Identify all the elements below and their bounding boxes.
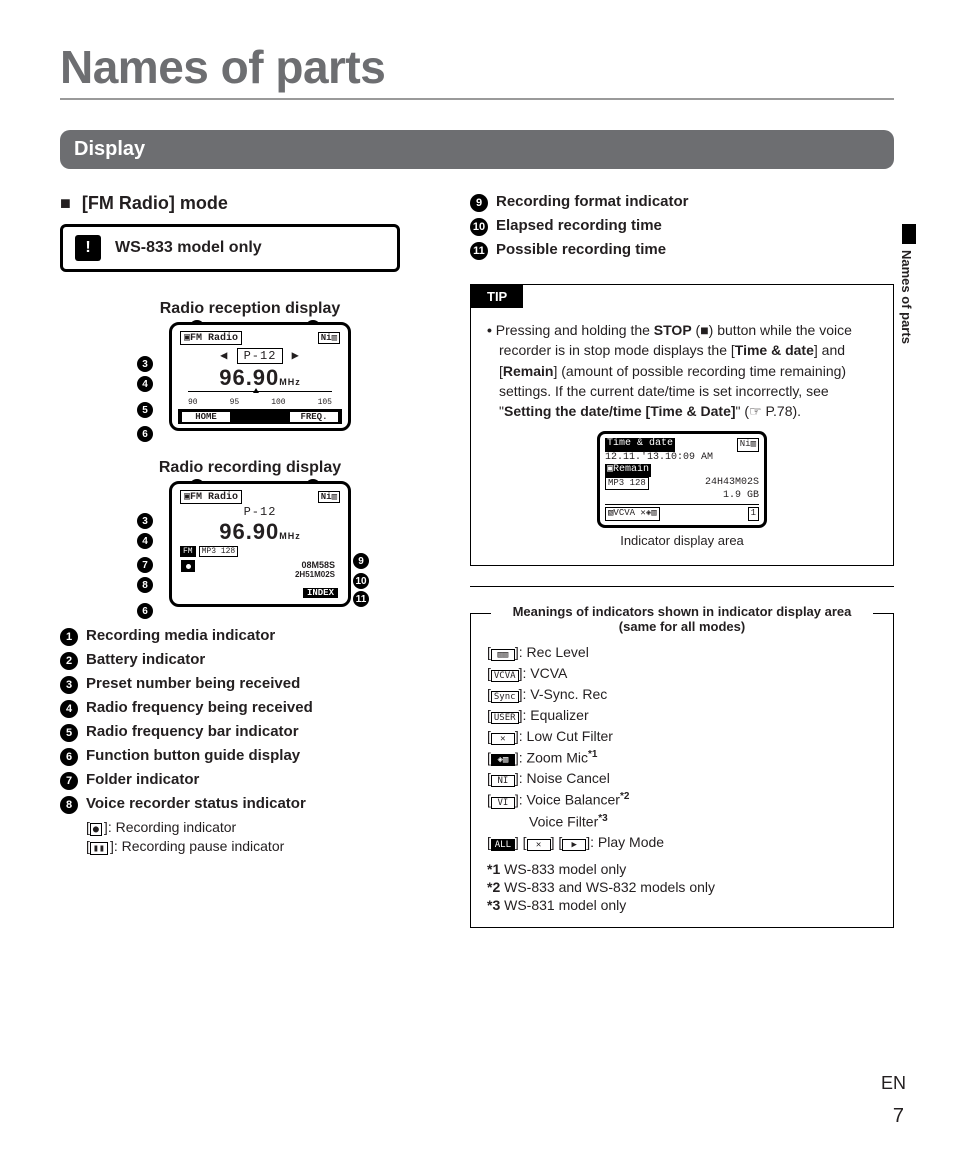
recording-heading: Radio recording display	[60, 459, 440, 477]
callout-4: 4	[137, 376, 153, 392]
legend-item: 5Radio frequency bar indicator	[60, 723, 440, 742]
lcd-function-buttons: HOME FREQ.	[178, 409, 342, 424]
page-title: Names of parts	[60, 40, 894, 94]
record-icon	[181, 560, 195, 572]
lcd-mode-label-2: ▣FM Radio	[180, 490, 242, 504]
lcd-battery: Ni▥	[318, 332, 340, 344]
square-bullet: ■	[60, 193, 71, 213]
legend-item: 7Folder indicator	[60, 771, 440, 790]
model-only-text: WS-833 model only	[115, 239, 262, 257]
callout-5: 5	[137, 402, 153, 418]
tip-body: Pressing and holding the STOP (■) button…	[471, 308, 893, 565]
format-box: MP3 128	[199, 546, 239, 557]
indicator-meanings-box: Meanings of indicators shown in indicato…	[470, 613, 894, 928]
callout-6b: 6	[137, 603, 153, 619]
callout-4b: 4	[137, 533, 153, 549]
lcd-mode-label: ▣FM Radio	[180, 331, 242, 345]
legend-item: 10Elapsed recording time	[470, 217, 894, 236]
callout-11: 11	[353, 591, 369, 607]
mode-suffix: mode	[175, 193, 228, 213]
lcd-home-button: HOME	[181, 411, 231, 423]
tip-box: TIP Pressing and holding the STOP (■) bu…	[470, 284, 894, 566]
legend-item: 1Recording media indicator	[60, 627, 440, 646]
lcd-format-row: FM MP3 128	[178, 545, 342, 558]
callout-3b: 3	[137, 513, 153, 529]
footnotes: *1 WS-833 model only *2 WS-833 and WS-83…	[487, 861, 877, 913]
side-tab: Names of parts	[899, 250, 914, 344]
callout-7: 7	[137, 557, 153, 573]
callout-9: 9	[353, 553, 369, 569]
lcd-preset: ◀ P-12 ▶	[178, 346, 342, 365]
callout-10: 10	[353, 573, 369, 589]
language-code: EN	[881, 1073, 906, 1094]
lcd-preset-2: P-12	[178, 505, 342, 519]
left-column: ■ [FM Radio] mode ! WS-833 model only Ra…	[60, 193, 440, 928]
title-rule	[60, 98, 894, 100]
reception-lcd: ▣FM Radio Ni▥ ◀ P-12 ▶ 96.90MHz 90951001…	[169, 322, 351, 431]
tip-label: TIP	[471, 285, 523, 308]
model-only-box: ! WS-833 model only	[60, 224, 400, 272]
legend-item: 11Possible recording time	[470, 241, 894, 260]
recording-lcd-wrap: 1 2 3 4 7 8 6 9 10 11 ▣FM Radio Ni▥ P-12…	[135, 481, 365, 607]
page-number: 7	[893, 1105, 904, 1128]
thumb-index-tab	[902, 224, 916, 244]
right-column: 9Recording format indicator 10Elapsed re…	[470, 193, 894, 928]
legend-item: 9Recording format indicator	[470, 193, 894, 212]
lcd-freq-button: FREQ.	[289, 411, 339, 423]
lcd-frequency-2: 96.90MHz	[178, 519, 342, 545]
legend-item: 6Function button guide display	[60, 747, 440, 766]
lcd-frequency: 96.90MHz	[178, 365, 342, 391]
sub-legend-pause: [▮▮]: Recording pause indicator	[86, 838, 440, 854]
callout-8: 8	[137, 577, 153, 593]
lcd-scale-bar	[188, 391, 332, 394]
legend-item: 8Voice recorder status indicator	[60, 795, 440, 814]
tip-caption: Indicator display area	[487, 532, 877, 551]
recording-lcd: ▣FM Radio Ni▥ P-12 96.90MHz FM MP3 128 0…	[169, 481, 351, 607]
tip-separator	[470, 586, 894, 587]
right-legend-list: 9Recording format indicator 10Elapsed re…	[470, 193, 894, 260]
exclamation-icon: !	[75, 235, 101, 261]
mode-heading: ■ [FM Radio] mode	[60, 193, 440, 214]
lcd-battery-2: Ni▥	[318, 491, 340, 503]
lcd-times: 08M58S 2H51M02S	[201, 560, 339, 580]
tip-lcd: Time & dateNi▥ 12.11.'13.10:09 AM ▣Remai…	[597, 431, 767, 527]
mode-name: [FM Radio]	[82, 193, 175, 213]
reception-heading: Radio reception display	[60, 300, 440, 318]
lcd-scale: 9095100105	[178, 396, 342, 409]
callout-6: 6	[137, 426, 153, 442]
indicator-box-title: Meanings of indicators shown in indicato…	[491, 604, 873, 634]
section-bar-display: Display	[60, 130, 894, 169]
sub-legend-rec: [●]: Recording indicator	[86, 819, 440, 835]
legend-item: 4Radio frequency being received	[60, 699, 440, 718]
legend-item: 2Battery indicator	[60, 651, 440, 670]
lcd-index: INDEX	[178, 582, 342, 600]
legend-list: 1Recording media indicator 2Battery indi…	[60, 627, 440, 814]
legend-item: 3Preset number being received	[60, 675, 440, 694]
reception-lcd-wrap: 1 2 3 4 5 6 ▣FM Radio Ni▥ ◀ P-12 ▶ 96.90…	[135, 322, 365, 431]
callout-3: 3	[137, 356, 153, 372]
indicator-list: [▥▥]: Rec Level [VCVA]: VCVA [Sync]: V-S…	[487, 644, 877, 851]
folder-icon: FM	[180, 546, 196, 557]
